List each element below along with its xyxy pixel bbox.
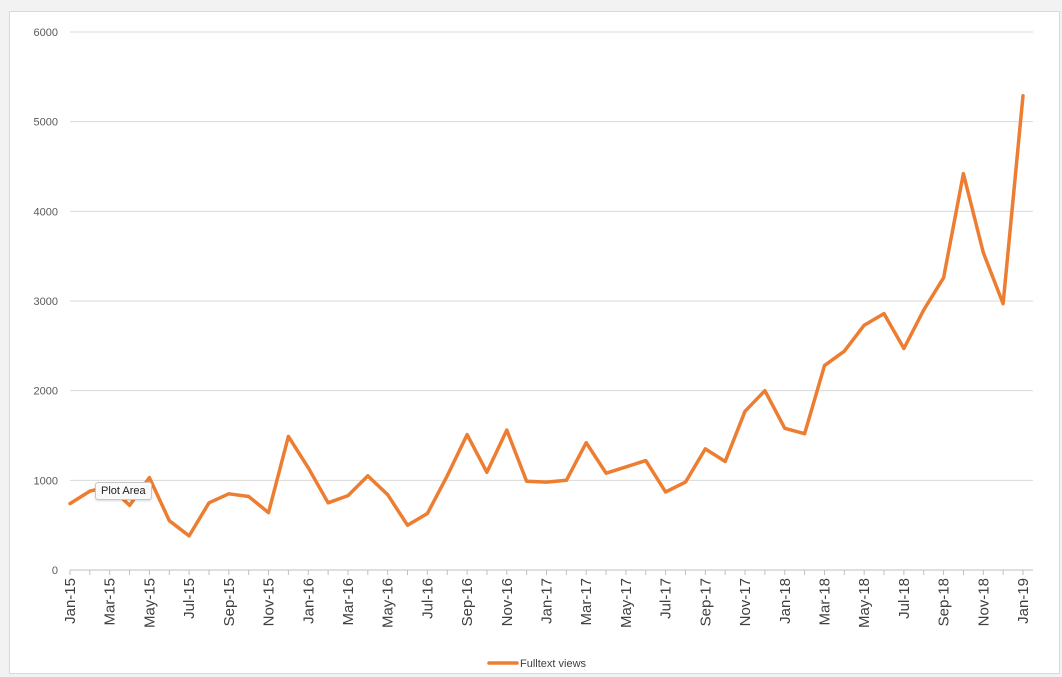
line-chart: 0 1000 2000 3000 4000 5000 6000 Jan-15 Mar-15 Ma… — [34, 27, 1033, 670]
data-point[interactable] — [623, 464, 629, 470]
data-point[interactable] — [663, 489, 669, 495]
data-point[interactable] — [782, 425, 788, 431]
x-axis: Jan-15 Mar-15 May-15 Jul-15 Sep-15 Nov-15 Jan-… — [62, 570, 1032, 628]
data-point[interactable] — [127, 502, 133, 508]
data-point[interactable] — [266, 510, 272, 516]
y-tick-label: 6000 — [34, 27, 58, 39]
y-tick-label: 1000 — [34, 475, 58, 487]
y-tick-label: 2000 — [34, 386, 58, 398]
x-tick-label: May-15 — [141, 578, 158, 628]
x-tick-label: Mar-18 — [816, 578, 833, 626]
data-point[interactable] — [365, 473, 371, 479]
data-point[interactable] — [285, 433, 291, 439]
x-tick-label: Nov-17 — [737, 578, 754, 626]
x-tick-label: Jul-15 — [181, 578, 198, 619]
data-point[interactable] — [881, 311, 887, 317]
data-point[interactable] — [901, 346, 907, 352]
data-point[interactable] — [742, 408, 748, 414]
data-point[interactable] — [186, 533, 192, 539]
plot-area[interactable] — [67, 93, 1026, 539]
x-tick-label: Jan-16 — [300, 578, 317, 624]
data-point[interactable] — [841, 348, 847, 354]
data-point[interactable] — [821, 363, 827, 369]
data-point[interactable] — [941, 275, 947, 281]
data-point[interactable] — [524, 478, 530, 484]
series-line-fulltext-views[interactable] — [68, 93, 1025, 538]
y-tick-label: 4000 — [34, 206, 58, 218]
x-tick-label: Sep-18 — [936, 578, 953, 626]
x-tick-label: Mar-17 — [578, 578, 595, 626]
y-axis: 0 1000 2000 3000 4000 5000 6000 — [34, 27, 58, 577]
data-point[interactable] — [802, 431, 808, 437]
data-point[interactable] — [87, 488, 93, 494]
x-tick-label: Nov-16 — [499, 578, 516, 626]
data-point[interactable] — [762, 388, 768, 394]
data-point[interactable] — [226, 491, 232, 497]
x-tick-label: Nov-15 — [261, 578, 278, 626]
legend-label: Fulltext views — [520, 658, 587, 670]
data-point[interactable] — [206, 500, 212, 506]
data-point[interactable] — [385, 492, 391, 498]
x-tick-label: Sep-15 — [221, 578, 238, 626]
x-tick-label: Jan-15 — [62, 578, 79, 624]
gridlines — [70, 31, 1033, 571]
data-point[interactable] — [305, 465, 311, 471]
data-point[interactable] — [444, 473, 450, 479]
data-point[interactable] — [405, 522, 411, 528]
y-tick-label: 5000 — [34, 117, 58, 129]
chart-area[interactable]: 0 1000 2000 3000 4000 5000 6000 Jan-15 Mar-15 Ma… — [9, 11, 1060, 674]
x-tick-label: Jan-18 — [777, 578, 794, 624]
legend[interactable]: Fulltext views — [487, 658, 587, 670]
x-tick-label: Mar-15 — [102, 578, 119, 626]
data-point[interactable] — [682, 479, 688, 485]
data-point[interactable] — [1020, 93, 1026, 99]
x-tick-label: Jan-17 — [539, 578, 556, 624]
plot-area-tooltip: Plot Area — [95, 482, 152, 500]
x-tick-label: May-17 — [618, 578, 635, 628]
data-point[interactable] — [424, 511, 430, 517]
x-tick-label: Jul-17 — [658, 578, 675, 619]
data-point[interactable] — [643, 458, 649, 464]
data-point[interactable] — [583, 440, 589, 446]
data-point[interactable] — [484, 469, 490, 475]
data-point[interactable] — [861, 322, 867, 328]
data-point[interactable] — [921, 307, 927, 313]
data-point[interactable] — [325, 500, 331, 506]
x-tick-label: May-18 — [856, 578, 873, 628]
x-tick-label: Jan-19 — [1015, 578, 1032, 624]
data-point[interactable] — [980, 250, 986, 256]
data-point[interactable] — [563, 477, 569, 483]
x-tick-label: Mar-16 — [340, 578, 357, 626]
data-point[interactable] — [702, 446, 708, 452]
x-tick-label: May-16 — [380, 578, 397, 628]
x-tick-label: Sep-17 — [697, 578, 714, 626]
data-point[interactable] — [722, 459, 728, 465]
y-tick-label: 3000 — [34, 296, 58, 308]
data-point[interactable] — [246, 493, 252, 499]
data-point[interactable] — [960, 171, 966, 177]
x-tick-label: Jul-18 — [896, 578, 913, 619]
data-point[interactable] — [166, 518, 172, 524]
data-point[interactable] — [603, 470, 609, 476]
data-point[interactable] — [67, 501, 73, 507]
x-tick-label: Sep-16 — [459, 578, 476, 626]
y-tick-label: 0 — [52, 565, 58, 577]
x-tick-label: Jul-16 — [419, 578, 436, 619]
data-point[interactable] — [544, 479, 550, 485]
data-point[interactable] — [1000, 301, 1006, 307]
data-point[interactable] — [504, 427, 510, 433]
data-point[interactable] — [464, 432, 470, 438]
x-tick-label: Nov-18 — [975, 578, 992, 626]
data-point[interactable] — [146, 475, 152, 481]
data-point[interactable] — [345, 493, 351, 499]
